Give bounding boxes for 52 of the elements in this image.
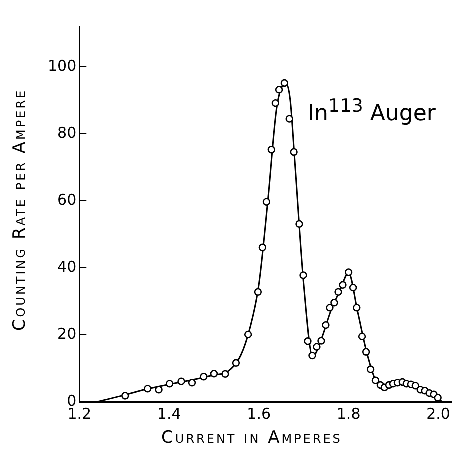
y-tick-label: 20 [58,324,77,343]
point [372,376,380,384]
point [200,373,208,381]
point [304,338,312,346]
point [254,288,262,296]
point [330,299,338,307]
point [258,244,267,252]
point [286,115,294,123]
x-tick-label: 1.4 [157,404,182,423]
x-tick-label: 1.6 [247,404,272,423]
point [144,385,152,393]
point [262,198,271,206]
y-axis-title: Counting Rate per Ampere [10,88,30,332]
point [344,268,353,276]
point [280,79,289,88]
x-axis-title: Current in Amperes [160,428,344,448]
point [122,392,130,400]
point [222,370,230,378]
point [272,99,280,108]
point [275,86,284,94]
point [313,343,321,351]
point [155,386,163,394]
point [362,348,370,356]
y-tick-label: 60 [58,191,77,209]
point [188,379,196,387]
point [268,146,276,154]
point [290,148,298,156]
y-tick-label: 40 [58,258,77,276]
point [166,380,174,388]
point [210,370,218,378]
y-tick-label: 80 [58,124,77,142]
point [353,304,361,312]
point [244,330,252,339]
point [318,337,326,345]
point [339,281,347,289]
x-tick-label: 1.8 [336,404,361,423]
point [296,220,304,228]
point [366,366,375,374]
point [178,378,186,386]
point [326,304,334,312]
point [412,382,420,390]
point [232,359,240,368]
point [434,394,442,402]
y-tick-label: 100 [48,57,77,76]
point [308,352,316,360]
point [322,321,330,330]
annotation: In$^{113}$ Auger [308,96,436,126]
x-tick-label: 2.0 [426,404,450,423]
point [300,272,308,280]
point [358,332,366,341]
point [334,288,342,296]
point [349,284,358,292]
